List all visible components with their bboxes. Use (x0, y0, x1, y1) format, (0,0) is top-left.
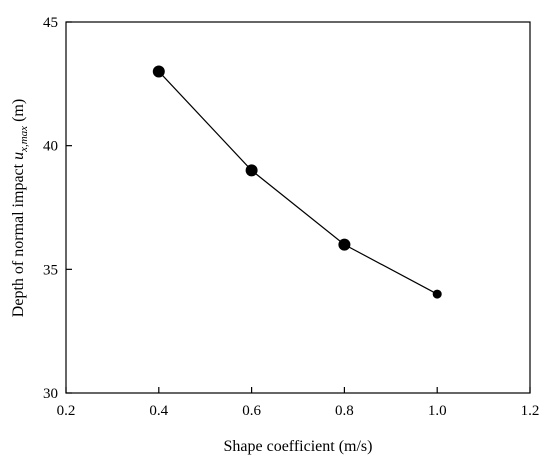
y-tick-label: 30 (43, 386, 58, 402)
x-axis: 0.2 0.4 0.6 0.8 1.0 1.2 (57, 387, 540, 419)
x-tick-label: 0.2 (57, 403, 76, 419)
plot-frame (65, 21, 531, 394)
data-points (152, 65, 442, 299)
data-point (432, 289, 442, 299)
y-axis: 30 35 40 45 (43, 15, 72, 402)
x-tick-label: 1.2 (521, 403, 540, 419)
series-line (158, 71, 438, 295)
y-axis-title-variable: u (10, 152, 27, 160)
y-axis-title-unit: (m) (10, 99, 27, 126)
x-tick-label: 0.4 (149, 403, 168, 419)
y-tick-label: 45 (43, 15, 58, 31)
y-axis-title-prefix: Depth of normal impact (10, 160, 27, 317)
y-tick-label: 35 (43, 262, 58, 278)
x-tick-label: 0.8 (335, 403, 354, 419)
x-tick-label: 1.0 (428, 403, 447, 419)
y-axis-title-subscript: x,max (18, 126, 30, 153)
x-tick-label: 0.6 (242, 403, 261, 419)
data-point (152, 65, 165, 78)
y-axis-title: Depth of normal impact ux,max (m) (10, 99, 30, 317)
data-point (338, 238, 351, 251)
y-tick-label: 40 (43, 139, 58, 155)
data-point (245, 164, 258, 177)
x-axis-title: Shape coefficient (m/s) (224, 438, 373, 455)
